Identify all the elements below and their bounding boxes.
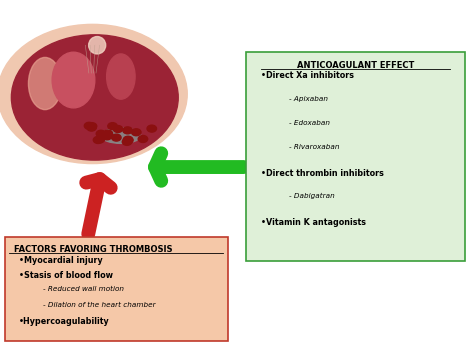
Circle shape: [147, 125, 156, 132]
Circle shape: [95, 136, 104, 143]
Ellipse shape: [89, 37, 106, 54]
Circle shape: [102, 133, 112, 140]
Bar: [5, 237, 228, 341]
Circle shape: [113, 126, 123, 133]
Text: •Hypercoagulability: •Hypercoagulability: [19, 317, 109, 326]
Circle shape: [84, 122, 94, 129]
Text: - Rivaroxaban: - Rivaroxaban: [289, 144, 340, 150]
Circle shape: [87, 123, 97, 130]
Circle shape: [108, 122, 117, 129]
Ellipse shape: [28, 57, 62, 110]
Circle shape: [123, 136, 133, 143]
Text: •Vitamin K antagonists: •Vitamin K antagonists: [261, 218, 366, 227]
Circle shape: [122, 139, 132, 145]
Text: - Reduced wall motion: - Reduced wall motion: [43, 286, 124, 292]
Text: - Edoxaban: - Edoxaban: [289, 120, 330, 126]
Text: - Dilation of the heart chamber: - Dilation of the heart chamber: [43, 302, 155, 308]
Circle shape: [111, 134, 121, 141]
Ellipse shape: [52, 52, 95, 108]
Text: - Apixaban: - Apixaban: [289, 96, 328, 102]
Ellipse shape: [11, 35, 178, 160]
Circle shape: [123, 127, 132, 134]
Text: ANTICOAGULANT EFFECT: ANTICOAGULANT EFFECT: [297, 61, 414, 70]
Text: - Dabigatran: - Dabigatran: [289, 193, 335, 199]
Text: FACTORS FAVORING THROMBOSIS: FACTORS FAVORING THROMBOSIS: [14, 245, 173, 254]
Circle shape: [96, 130, 106, 137]
Circle shape: [138, 135, 148, 142]
Circle shape: [131, 129, 141, 136]
Bar: [246, 52, 465, 261]
Circle shape: [93, 136, 103, 143]
Circle shape: [87, 124, 96, 131]
Circle shape: [124, 137, 133, 144]
Text: •Direct thrombin inhibitors: •Direct thrombin inhibitors: [261, 169, 383, 178]
Ellipse shape: [107, 54, 135, 99]
Text: •Myocardial injury: •Myocardial injury: [19, 256, 103, 265]
Ellipse shape: [101, 128, 141, 143]
Circle shape: [0, 24, 187, 164]
Text: •Direct Xa inhibitors: •Direct Xa inhibitors: [261, 71, 354, 80]
Circle shape: [103, 130, 113, 137]
Text: •Stasis of blood flow: •Stasis of blood flow: [19, 271, 113, 280]
